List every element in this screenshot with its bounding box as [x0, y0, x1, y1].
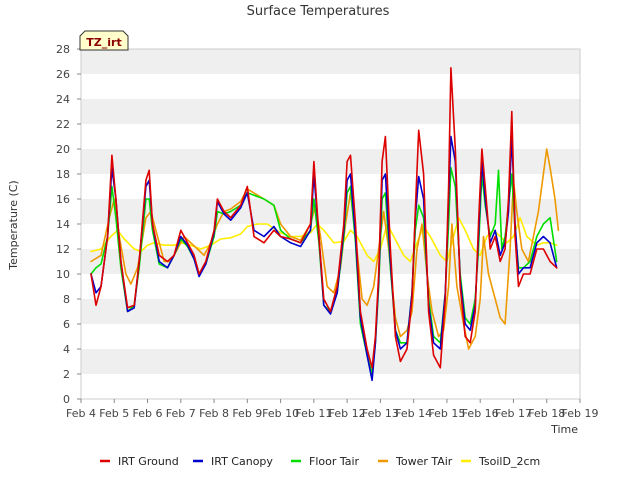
grid-band	[81, 349, 580, 374]
x-tick-label: Feb 19	[562, 407, 599, 420]
y-tick-label: 22	[56, 118, 70, 131]
chart-title: Surface Temperatures	[247, 4, 390, 19]
y-tick-label: 4	[63, 343, 70, 356]
grid-band	[81, 124, 580, 149]
y-tick-label: 28	[56, 43, 70, 56]
badge-box	[79, 30, 129, 51]
x-tick-label: Feb 17	[495, 407, 532, 420]
x-tick-label: Feb 4	[66, 407, 96, 420]
y-tick-label: 0	[63, 393, 70, 406]
x-tick-label: Feb 6	[133, 407, 163, 420]
y-tick-label: 10	[56, 268, 70, 281]
y-axis-label: Temperature (C)	[7, 180, 20, 270]
x-axis: Feb 4 Feb 5 Feb 6 Feb 7 Feb 8 Feb 9 Feb 10Feb …	[66, 399, 598, 420]
station-badge: TZ_irt	[79, 30, 129, 51]
legend-label: IRT Canopy	[211, 455, 273, 468]
grid-band	[81, 174, 580, 199]
y-tick-label: 26	[56, 68, 70, 81]
x-tick-label: Feb 9	[232, 407, 262, 420]
grid-bands	[81, 49, 580, 399]
y-tick-label: 18	[56, 168, 70, 181]
y-tick-label: 14	[56, 218, 70, 231]
grid-band	[81, 274, 580, 299]
y-tick-label: 12	[56, 243, 70, 256]
y-tick-label: 8	[63, 293, 70, 306]
x-tick-label: Feb 18	[528, 407, 565, 420]
grid-band	[81, 324, 580, 349]
grid-band	[81, 149, 580, 174]
x-axis-label: Time	[550, 423, 578, 436]
legend: IRT Ground IRT Canopy Floor Tair Tower TAir…	[100, 455, 540, 468]
legend-label: TsoilD_2cm	[478, 455, 540, 468]
legend-label: Tower TAir	[395, 455, 453, 468]
grid-band	[81, 249, 580, 274]
x-tick-label: Feb 16	[462, 407, 499, 420]
series-lines	[90, 67, 560, 382]
x-tick-label: Feb 13	[362, 407, 399, 420]
legend-label: IRT Ground	[118, 455, 179, 468]
x-tick-label: Feb 5	[99, 407, 129, 420]
grid-band	[81, 374, 580, 399]
grid-band	[81, 49, 580, 74]
grid-band	[81, 99, 580, 124]
x-tick-label: Feb 10	[262, 407, 299, 420]
grid-band	[81, 199, 580, 224]
x-tick-label: Feb 11	[295, 407, 332, 420]
grid-band	[81, 74, 580, 99]
y-tick-label: 6	[63, 318, 70, 331]
x-tick-label: Feb 15	[428, 407, 465, 420]
x-tick-label: Feb 12	[329, 407, 366, 420]
legend-label: Floor Tair	[309, 455, 360, 468]
x-tick-label: Feb 14	[395, 407, 432, 420]
x-tick-label: Feb 7	[166, 407, 196, 420]
series-line-irt-ground	[90, 67, 558, 369]
badge-label: TZ_irt	[86, 36, 121, 49]
y-tick-label: 2	[63, 368, 70, 381]
y-tick-label: 24	[56, 93, 70, 106]
y-tick-label: 16	[56, 193, 70, 206]
y-tick-label: 20	[56, 143, 70, 156]
x-tick-label: Feb 8	[199, 407, 229, 420]
